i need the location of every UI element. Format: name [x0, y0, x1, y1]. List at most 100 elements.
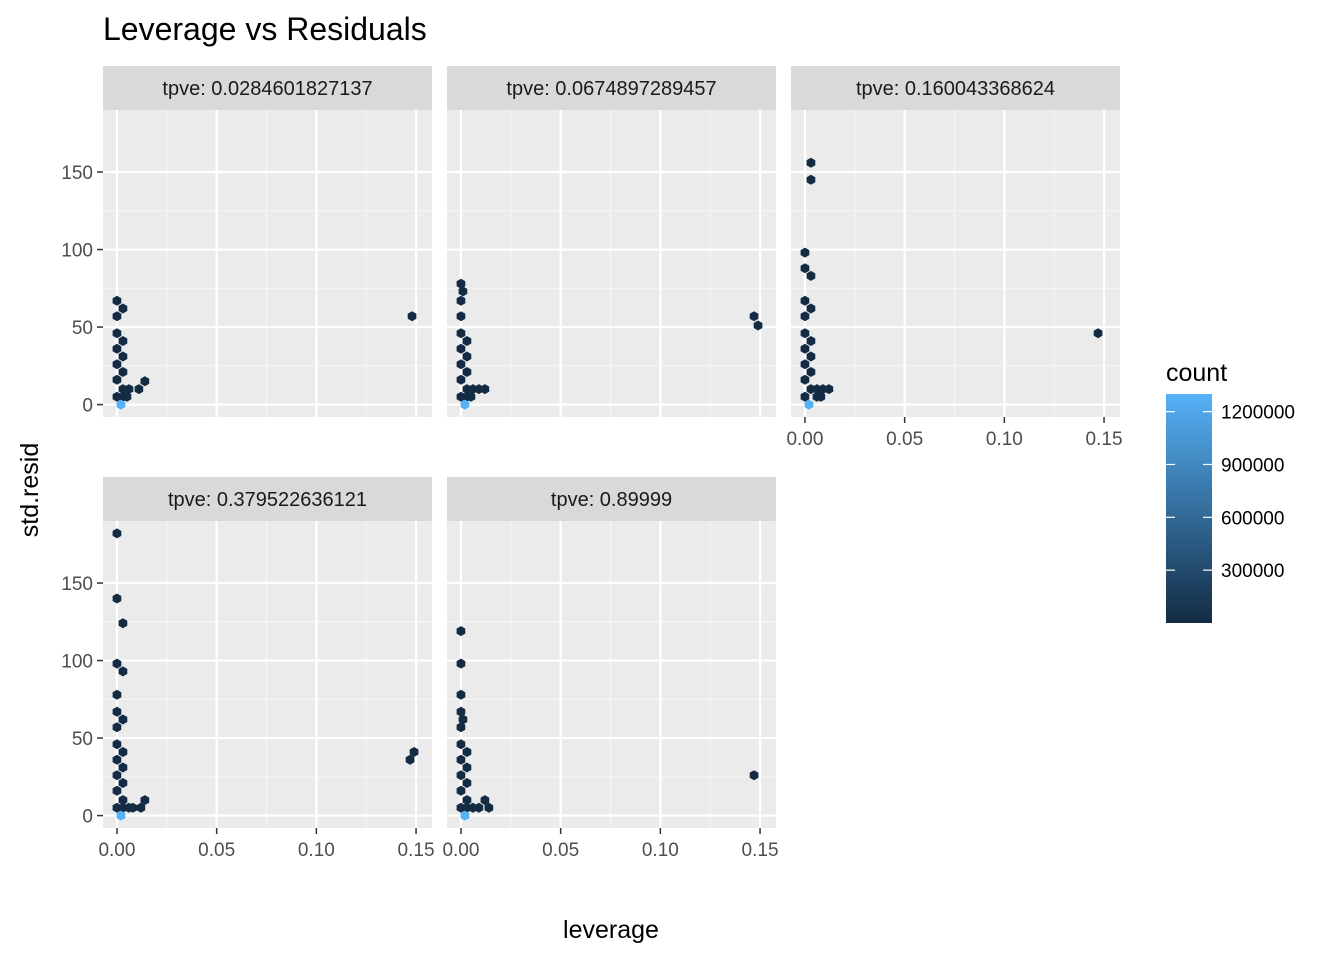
hexbin-cell [116, 399, 126, 410]
hexbin-cell [112, 754, 122, 765]
hexbin-cell [112, 739, 122, 750]
hexbin-cell [118, 666, 128, 677]
hexbin-cell [806, 157, 816, 168]
hexbin-cell [140, 376, 150, 387]
hexbin-cell [806, 270, 816, 281]
hexbin-cell [456, 785, 466, 796]
hexbin-cell [112, 770, 122, 781]
x-tick-label: 0.15 [398, 840, 435, 861]
y-tick-label: 150 [61, 163, 93, 184]
hexbin-cell [800, 311, 810, 322]
x-tick-label: 0.00 [786, 429, 823, 450]
hexbin-cell [112, 593, 122, 604]
hexbin-cell [480, 795, 490, 806]
hexbin-cell [800, 359, 810, 370]
hexbin-cell [456, 374, 466, 385]
hexbin-cell [112, 689, 122, 700]
hexbin-cell [806, 303, 816, 314]
hexbin-cell [456, 359, 466, 370]
hexbin-cell [136, 802, 146, 813]
hexbin-cell [462, 336, 472, 346]
hexbin-cell [456, 706, 466, 717]
hexbin-cell [824, 384, 834, 395]
hexbin-cell [806, 367, 816, 377]
hexbin-cell [749, 770, 759, 781]
x-tick-label: 0.00 [442, 840, 479, 861]
hexbin-cell [462, 351, 472, 362]
hexbin-cell [480, 384, 490, 395]
facet-strip [447, 66, 776, 110]
hexbin-cell [118, 714, 128, 725]
y-tick-label: 50 [72, 318, 93, 339]
hexbin-cell [118, 336, 128, 346]
hexbin-cell [134, 384, 144, 395]
hexbin-cell [112, 343, 122, 354]
facet-strip [103, 477, 432, 521]
x-tick-label: 0.05 [198, 840, 235, 861]
hexbin-cell [118, 762, 128, 773]
y-tick-label: 150 [61, 574, 93, 595]
legend-colorbar [1166, 394, 1212, 623]
x-axis-title: leverage [563, 916, 659, 944]
hexbin-cell [753, 320, 763, 331]
facet-strip [791, 66, 1120, 110]
hexbin-cell [462, 762, 472, 773]
hexbin-cell [456, 295, 466, 306]
hexbin-cell [800, 328, 810, 339]
y-tick-label: 100 [61, 241, 93, 262]
hexbin-cell [806, 351, 816, 362]
chart-title: Leverage vs Residuals [103, 11, 427, 47]
y-tick-label: 50 [72, 729, 93, 750]
panel-background [447, 110, 776, 417]
panel-background [103, 110, 432, 417]
facet-panels: tpve: 0.0284601827137 0 50 100 150 tpve: 0.06… [61, 66, 1123, 861]
x-tick-label: 0.15 [742, 840, 779, 861]
hexbin-cell [456, 626, 466, 637]
hexbin-cell [800, 263, 810, 274]
hexbin-cell [116, 810, 126, 821]
x-tick-label: 0.05 [542, 840, 579, 861]
facet-panel: tpve: 0.0674897289457 [447, 66, 776, 417]
facet-panel: tpve: 0.160043368624 0.00 0.05 0.10 0.15 [786, 66, 1123, 450]
hexbin-cell [462, 778, 472, 788]
hexbin-cell [456, 311, 466, 322]
facet-strip-label: tpve: 0.160043368624 [856, 78, 1055, 100]
legend-break-label: 300000 [1221, 561, 1284, 582]
hexbin-cell [140, 795, 150, 806]
hexbin-cell [800, 247, 810, 258]
hexbin-cell [118, 618, 128, 629]
hexbin-cell [1093, 328, 1103, 339]
hexbin-cell [456, 658, 466, 669]
hexbin-cell [112, 311, 122, 322]
hexbin-cell [458, 286, 468, 297]
hexbin-cell [112, 528, 122, 539]
hexbin-cell [462, 747, 472, 757]
hexbin-cell [118, 795, 128, 806]
hexbin-cell [456, 770, 466, 781]
x-tick-label: 0.15 [1086, 429, 1123, 450]
hexbin-cell [112, 722, 122, 733]
facet-strip [447, 477, 776, 521]
x-tick-label: 0.10 [642, 840, 679, 861]
color-legend: count 300000 600000 900000 1200000 [1166, 359, 1295, 623]
facet-panel: tpve: 0.89999 0.00 0.05 0.10 0.15 [442, 477, 779, 861]
facet-strip-label: tpve: 0.0674897289457 [506, 78, 716, 100]
hexbin-cell [456, 278, 466, 289]
hexbin-cell [112, 658, 122, 669]
hexbin-cell [458, 714, 468, 725]
y-tick-label: 100 [61, 652, 93, 673]
hexbin-cell [124, 384, 134, 395]
hexbin-cell [816, 391, 826, 402]
hexbin-cell [484, 802, 494, 813]
hexbin-cell [462, 367, 472, 377]
hexbin-cell [409, 747, 419, 757]
hexbin-cell [118, 747, 128, 757]
hexbin-cell [118, 778, 128, 788]
hexbin-cell [460, 810, 470, 821]
hexbin-cell [749, 311, 759, 322]
hexbin-cell [112, 374, 122, 385]
panel-background [447, 521, 776, 828]
hexbin-cell [405, 754, 415, 765]
hexbin-cell [460, 399, 470, 410]
hexbin-cell [112, 295, 122, 306]
